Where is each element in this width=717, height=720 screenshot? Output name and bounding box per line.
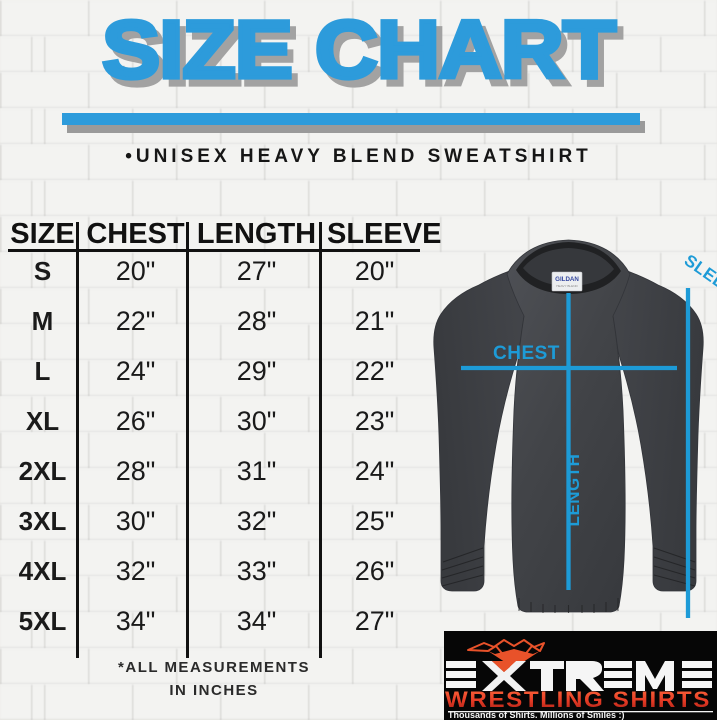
svg-text:LENGTH: LENGTH [564, 454, 583, 527]
svg-text:CHEST: CHEST [493, 343, 560, 364]
svg-text:GILDAN: GILDAN [555, 276, 579, 283]
svg-text:WRESTLING SHIRTS: WRESTLING SHIRTS [445, 687, 711, 712]
svg-text:Thousands of Shirts. Millions: Thousands of Shirts. Millions of Smiles … [448, 710, 625, 720]
svg-text:HEAVY BLEND: HEAVY BLEND [556, 284, 578, 288]
